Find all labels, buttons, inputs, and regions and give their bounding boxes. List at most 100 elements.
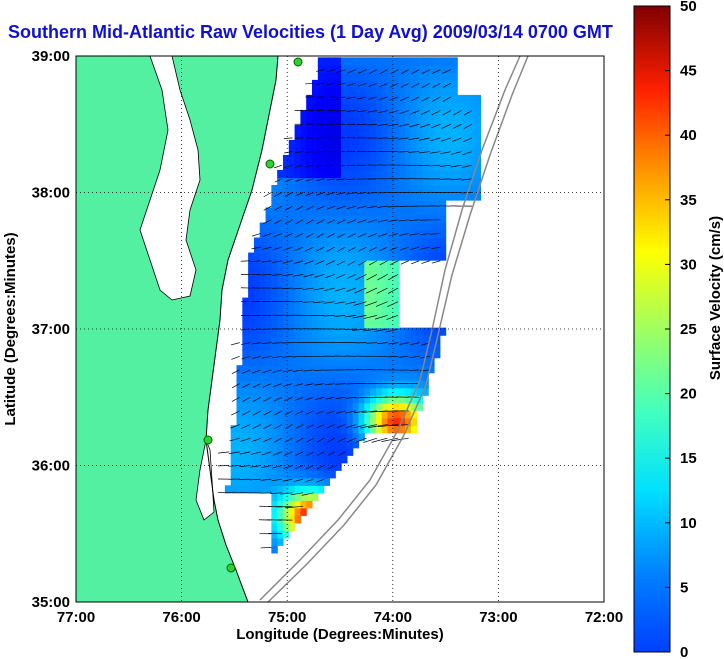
velocity-cell: [428, 109, 435, 119]
velocity-cell: [323, 184, 331, 194]
velocity-arrow: [284, 396, 293, 402]
velocity-cell: [236, 410, 243, 419]
velocity-cell: [288, 320, 296, 329]
velocity-cell: [410, 395, 418, 404]
velocity-cell: [422, 154, 429, 164]
velocity-arrow: [367, 205, 378, 209]
velocity-cell: [300, 169, 307, 179]
velocity-cell: [370, 372, 377, 381]
velocity-arrow: [379, 260, 388, 266]
velocity-cell: [358, 200, 365, 209]
velocity-cell: [242, 335, 249, 344]
velocity-cell: [329, 335, 336, 344]
velocity-cell: [288, 500, 296, 509]
velocity-cell: [282, 402, 290, 411]
velocity-cell: [294, 402, 301, 411]
velocity-cell: [346, 282, 354, 291]
velocity-cell: [416, 222, 423, 231]
velocity-cell: [387, 372, 394, 381]
velocity-cell: [352, 207, 360, 216]
velocity-cell: [317, 245, 325, 254]
velocity-cell: [352, 169, 360, 179]
colorbar-label: Surface Velocity (cm/s): [707, 216, 724, 380]
velocity-cell: [375, 184, 383, 194]
velocity-cell: [335, 57, 342, 66]
x-tick-label: 76:00: [162, 609, 200, 626]
velocity-arrow: [353, 424, 367, 429]
velocity-arrow: [439, 164, 451, 167]
velocity-cell: [230, 447, 238, 456]
velocity-cell: [387, 162, 394, 171]
velocity-cell: [312, 184, 319, 194]
velocity-cell: [364, 139, 371, 149]
velocity-cell: [335, 417, 342, 426]
velocity-cell: [358, 252, 365, 261]
velocity-cell: [422, 147, 429, 156]
velocity-cell: [352, 282, 360, 291]
velocity-cell: [439, 237, 447, 246]
velocity-cell: [370, 312, 377, 321]
velocity-arrow: [363, 328, 378, 332]
colorbar-tick-label: 20: [680, 386, 697, 403]
velocity-cell: [404, 230, 412, 239]
velocity-arrow: [335, 396, 346, 400]
velocity-cell: [358, 109, 365, 119]
velocity-cell: [317, 132, 325, 141]
velocity-cell: [253, 282, 261, 291]
velocity-cell: [230, 455, 238, 464]
velocity-cell: [306, 267, 313, 276]
velocity-arrow: [293, 260, 304, 264]
velocity-cell: [335, 387, 342, 396]
velocity-cell: [393, 387, 400, 396]
velocity-cell: [433, 245, 441, 254]
velocity-cell: [393, 87, 400, 96]
velocity-cell: [358, 350, 365, 359]
velocity-cell: [248, 477, 255, 486]
velocity-cell: [323, 139, 331, 149]
velocity-cell: [352, 320, 360, 329]
velocity-cell: [381, 350, 389, 359]
velocity-arrow: [345, 424, 356, 429]
velocity-cell: [282, 425, 290, 434]
axes-frame: [75, 55, 605, 603]
velocity-cell: [300, 139, 307, 149]
velocity-arrow: [240, 437, 251, 442]
velocity-cell: [329, 350, 336, 359]
velocity-arrow: [231, 396, 240, 402]
velocity-cell: [300, 207, 307, 216]
velocity-cell: [282, 184, 290, 194]
velocity-vectors: [217, 69, 473, 549]
velocity-cell: [306, 102, 313, 111]
velocity-cell: [323, 402, 331, 411]
velocity-arrow: [346, 110, 356, 112]
velocity-cell: [253, 327, 261, 336]
velocity-arrow: [379, 246, 388, 252]
velocity-cell: [393, 410, 400, 419]
velocity-cell: [277, 237, 284, 246]
velocity-cell: [288, 470, 296, 479]
velocity-cell: [317, 282, 325, 291]
velocity-cell: [323, 147, 331, 156]
velocity-arrow: [284, 164, 293, 168]
velocity-cell: [410, 365, 418, 374]
velocity-cell: [277, 282, 284, 291]
velocity-cell: [352, 410, 360, 419]
velocity-cell: [259, 342, 267, 351]
velocity-arrow: [358, 69, 367, 74]
velocity-cell: [375, 64, 383, 73]
velocity-cell: [416, 169, 423, 179]
velocity-arrow: [388, 233, 399, 237]
velocity-cell: [393, 72, 400, 81]
velocity-cell: [341, 387, 348, 396]
velocity-arrow: [389, 96, 399, 101]
velocity-cell: [358, 184, 365, 194]
velocity-arrow: [273, 233, 283, 238]
velocity-cell: [277, 537, 284, 546]
velocity-cell: [323, 57, 331, 66]
velocity-arrow: [420, 246, 430, 250]
velocity-cell: [393, 177, 400, 186]
velocity-cell: [358, 215, 365, 224]
velocity-cell: [346, 192, 354, 201]
velocity-cell: [265, 380, 272, 389]
velocity-cell: [463, 132, 470, 141]
